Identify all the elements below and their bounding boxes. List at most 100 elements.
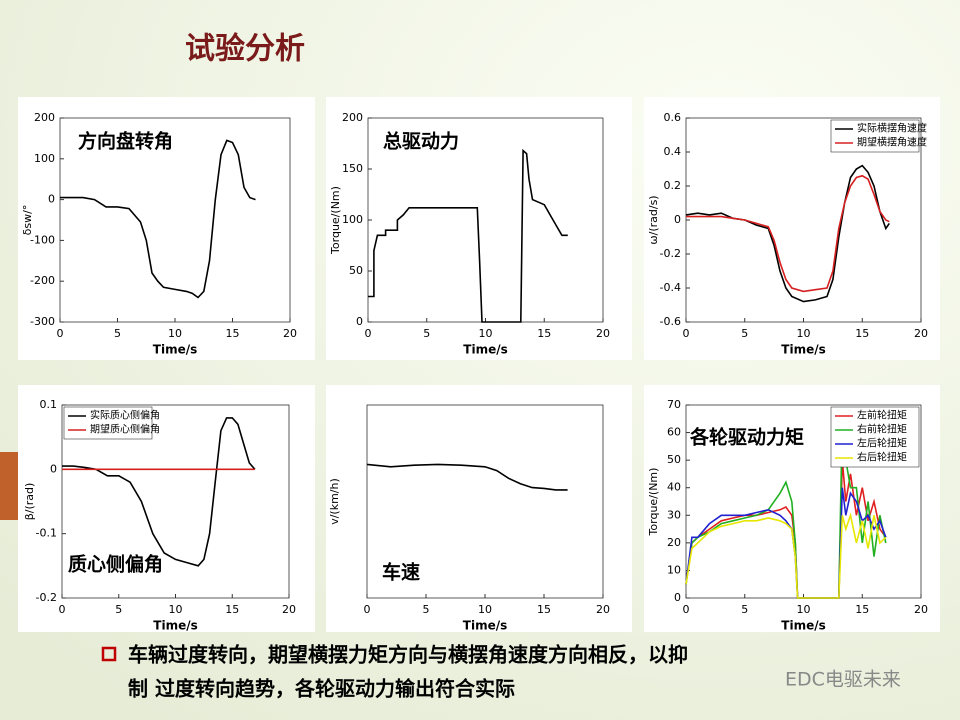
y-tick-label: 20 <box>667 536 681 549</box>
y-tick-label: 10 <box>667 563 681 576</box>
legend-box <box>63 406 153 440</box>
x-axis-label: Time/s <box>781 619 825 633</box>
series-line <box>368 148 568 323</box>
x-tick-label: 10 <box>478 603 492 616</box>
y-tick-label: -0.1 <box>36 527 57 540</box>
y-axis-label: Torque/(Nm) <box>647 468 660 537</box>
y-tick-label: 0.4 <box>664 145 682 158</box>
legend-label: 右后轮扭矩 <box>857 451 907 464</box>
slide-title: 试验分析 <box>185 32 305 67</box>
x-tick-label: 20 <box>282 603 296 616</box>
x-tick-label: 5 <box>741 603 748 616</box>
x-tick-label: 5 <box>423 603 430 616</box>
x-axis-label: Time/s <box>463 343 507 357</box>
bullet-text: 车辆过度转向，期望横摆力矩方向与横摆角速度方向相反，以抑 <box>128 643 688 667</box>
y-axis-label: δsw/° <box>21 205 34 236</box>
x-tick-label: 0 <box>364 603 371 616</box>
x-axis-label: Time/s <box>153 619 197 633</box>
y-tick-label: 0 <box>674 591 681 604</box>
legend-label: 左前轮扭矩 <box>857 409 907 422</box>
y-tick-label: 50 <box>349 264 363 277</box>
y-tick-label: 150 <box>342 162 363 175</box>
y-axis-label: Torque/(Nm) <box>329 186 342 255</box>
y-axis-label: v/(km/h) <box>328 478 341 525</box>
legend-label: 实际质心侧偏角 <box>90 409 160 422</box>
chart-panel <box>18 97 315 360</box>
annotation: 质心侧偏角 <box>68 553 163 576</box>
y-axis-label: ω/(rad/s) <box>647 195 660 244</box>
y-tick-label: 0.1 <box>40 398 58 411</box>
annotation: 各轮驱动力矩 <box>689 426 804 449</box>
x-tick-label: 10 <box>168 327 182 340</box>
series-line <box>685 512 887 599</box>
x-tick-label: 0 <box>59 603 66 616</box>
x-tick-label: 5 <box>115 603 122 616</box>
chart-panel <box>326 97 632 360</box>
x-tick-label: 0 <box>365 327 372 340</box>
accent-bar <box>0 452 18 520</box>
y-tick-label: 200 <box>34 111 55 124</box>
legend-label: 期望横摆角速度 <box>857 136 927 149</box>
legend-box <box>830 406 920 468</box>
y-tick-label: 0.6 <box>664 111 682 124</box>
y-tick-label: 50 <box>667 453 681 466</box>
chart-panel <box>18 385 315 632</box>
series-line <box>366 463 568 491</box>
y-tick-label: -0.2 <box>36 591 57 604</box>
x-tick-label: 15 <box>226 327 240 340</box>
y-tick-label: -200 <box>30 274 55 287</box>
legend-box <box>830 119 920 153</box>
x-axis-label: Time/s <box>781 343 825 357</box>
legend-label: 左后轮扭矩 <box>857 437 907 450</box>
watermark: EDC电驱未来 <box>785 669 901 691</box>
bullet-text: 制 过度转向趋势，各轮驱动力输出符合实际 <box>128 677 515 701</box>
y-tick-label: 200 <box>342 111 363 124</box>
x-tick-label: 10 <box>797 603 811 616</box>
y-tick-label: 0 <box>356 315 363 328</box>
bullet-icon <box>101 646 117 662</box>
x-tick-label: 10 <box>797 327 811 340</box>
chart-panel <box>326 385 632 632</box>
x-tick-label: 15 <box>537 603 551 616</box>
y-tick-label: -300 <box>30 315 55 328</box>
y-tick-label: -0.2 <box>660 247 681 260</box>
x-tick-label: 5 <box>423 327 430 340</box>
y-axis-label: β/(rad) <box>23 483 36 521</box>
y-tick-label: 0.2 <box>664 179 682 192</box>
annotation: 总驱动力 <box>383 130 459 153</box>
x-axis-label: Time/s <box>153 343 197 357</box>
y-tick-label: 100 <box>342 213 363 226</box>
legend-label: 期望质心侧偏角 <box>90 423 160 436</box>
legend-label: 实际横摆角速度 <box>857 122 927 135</box>
annotation: 方向盘转角 <box>78 130 173 153</box>
series-line <box>685 418 887 599</box>
annotation: 车速 <box>382 561 420 584</box>
x-tick-label: 20 <box>914 603 928 616</box>
x-tick-label: 0 <box>683 603 690 616</box>
y-tick-label: -0.6 <box>660 315 681 328</box>
series-line <box>60 139 256 299</box>
x-tick-label: 20 <box>914 327 928 340</box>
series-line <box>686 174 890 293</box>
x-tick-label: 15 <box>537 327 551 340</box>
x-tick-label: 10 <box>479 327 493 340</box>
x-tick-label: 5 <box>114 327 121 340</box>
y-tick-label: 0 <box>50 462 57 475</box>
x-tick-label: 15 <box>855 327 869 340</box>
x-tick-label: 0 <box>57 327 64 340</box>
y-tick-label: -100 <box>30 233 55 246</box>
x-tick-label: 0 <box>683 327 690 340</box>
y-tick-label: 0 <box>674 213 681 226</box>
y-tick-label: 0 <box>48 193 55 206</box>
x-tick-label: 20 <box>596 603 610 616</box>
y-tick-label: 40 <box>667 481 681 494</box>
x-tick-label: 15 <box>855 603 869 616</box>
series-line <box>62 417 256 567</box>
legend-label: 右前轮扭矩 <box>857 423 907 436</box>
y-tick-label: 60 <box>667 426 681 439</box>
x-tick-label: 15 <box>225 603 239 616</box>
y-tick-label: 100 <box>34 152 55 165</box>
x-tick-label: 20 <box>596 327 610 340</box>
y-tick-label: -0.4 <box>660 281 681 294</box>
